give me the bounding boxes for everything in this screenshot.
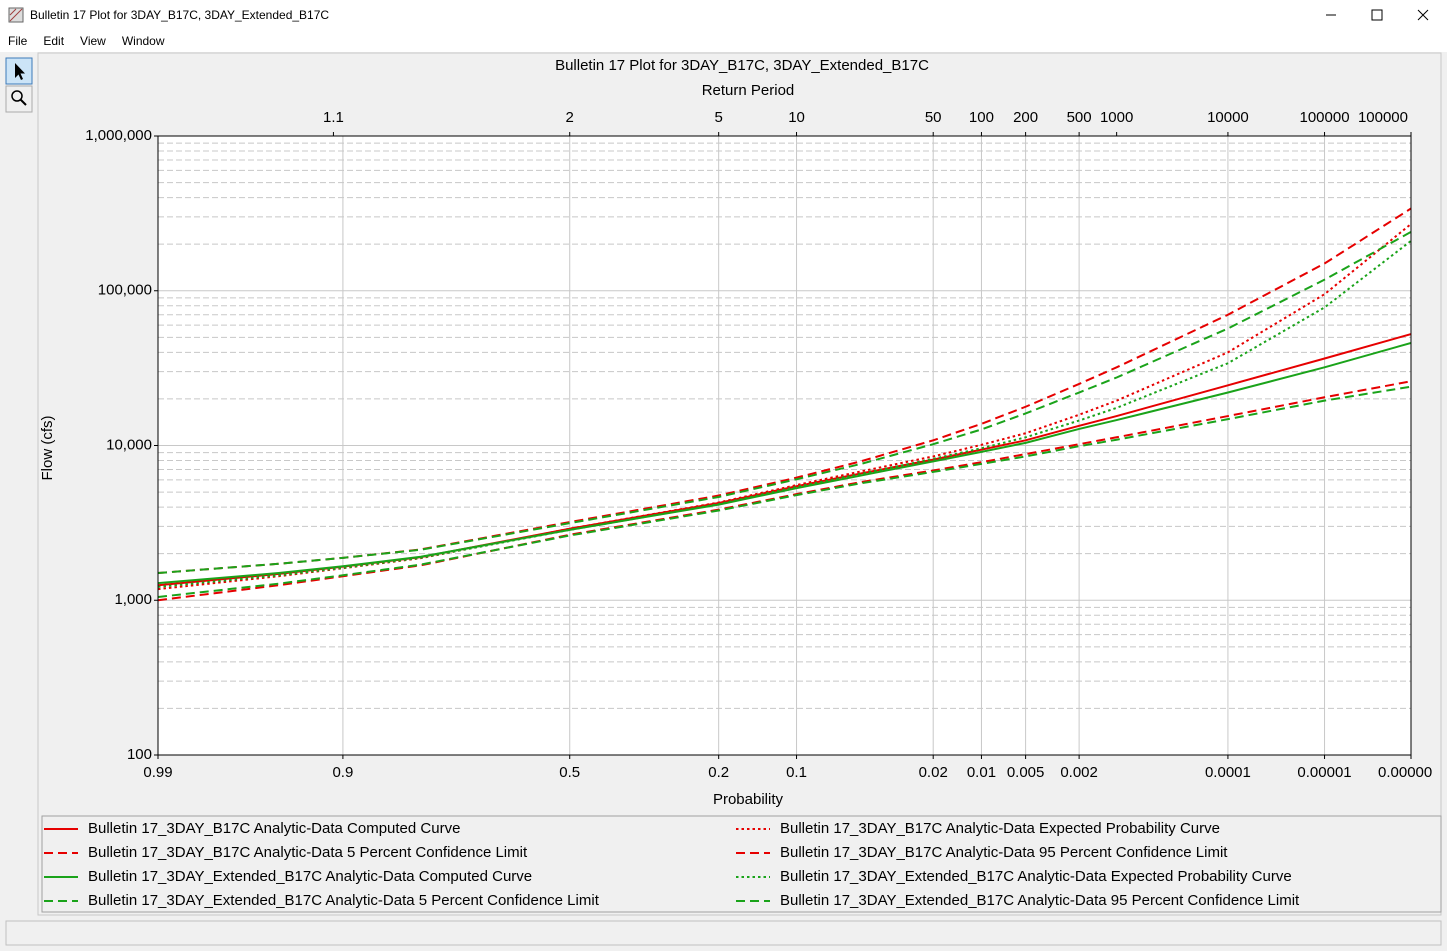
x-tick-label: 0.2 bbox=[708, 764, 729, 781]
y-axis-title: Flow (cfs) bbox=[39, 416, 56, 481]
y-tick-label: 1,000 bbox=[114, 591, 152, 608]
title-bar bbox=[0, 0, 1447, 30]
menu-bar bbox=[0, 30, 1447, 52]
window-title: Bulletin 17 Plot for 3DAY_B17C, 3DAY_Ext… bbox=[30, 8, 329, 22]
x-tick-label: 0.02 bbox=[919, 764, 948, 781]
legend-label: Bulletin 17_3DAY_B17C Analytic-Data 95 P… bbox=[780, 844, 1228, 861]
x2-tick-label: 5 bbox=[715, 109, 723, 126]
plot-frame bbox=[157, 135, 1412, 756]
x-tick-label: 0.0001 bbox=[1205, 764, 1251, 781]
legend bbox=[41, 815, 1442, 913]
x2-tick-label: 1.1 bbox=[323, 109, 344, 126]
legend-label: Bulletin 17_3DAY_Extended_B17C Analytic-… bbox=[780, 892, 1300, 909]
x2-tick-label: 200 bbox=[1013, 109, 1038, 126]
zoom-icon bbox=[11, 90, 23, 102]
legend-label: Bulletin 17_3DAY_Extended_B17C Analytic-… bbox=[88, 892, 600, 909]
x2-tick-label: 100 bbox=[969, 109, 994, 126]
y-tick-label: 100 bbox=[127, 746, 152, 763]
y-tick-label: 100,000 bbox=[98, 282, 152, 299]
app-icon-mark bbox=[9, 8, 23, 22]
maximize-button[interactable] bbox=[1371, 9, 1383, 21]
legend-label: Bulletin 17_3DAY_B17C Analytic-Data Comp… bbox=[88, 820, 460, 837]
x2-axis-title: Return Period bbox=[702, 82, 795, 99]
y-tick-label: 1,000,000 bbox=[85, 127, 152, 144]
pointer-icon bbox=[15, 63, 25, 80]
series-line bbox=[158, 223, 1411, 591]
x-tick-label: 0.005 bbox=[1007, 764, 1045, 781]
x-tick-label: 0.00001 bbox=[1297, 764, 1351, 781]
menu-item[interactable]: View bbox=[80, 34, 106, 48]
x2-tick-label: 10 bbox=[788, 109, 805, 126]
x2-tick-label: 500 bbox=[1067, 109, 1092, 126]
series-line bbox=[158, 240, 1411, 588]
menu-item[interactable]: File bbox=[8, 34, 28, 48]
x-tick-label: 0.002 bbox=[1060, 764, 1098, 781]
x-tick-label: 0.00000 bbox=[1378, 764, 1432, 781]
legend-label: Bulletin 17_3DAY_Extended_B17C Analytic-… bbox=[88, 868, 532, 885]
x-tick-label: 0.5 bbox=[559, 764, 580, 781]
zoom-tool[interactable] bbox=[5, 85, 33, 113]
series-line bbox=[158, 341, 1411, 585]
x2-tick-label: 1000 bbox=[1100, 109, 1133, 126]
status-bar bbox=[5, 920, 1442, 946]
x-tick-label: 0.1 bbox=[786, 764, 807, 781]
x2-tick-label: 2 bbox=[566, 109, 574, 126]
series-line bbox=[158, 385, 1411, 598]
legend-label: Bulletin 17_3DAY_Extended_B17C Analytic-… bbox=[780, 868, 1292, 885]
close-button[interactable] bbox=[1417, 9, 1429, 21]
chart-title: Bulletin 17 Plot for 3DAY_B17C, 3DAY_Ext… bbox=[555, 57, 929, 74]
legend-label: Bulletin 17_3DAY_B17C Analytic-Data Expe… bbox=[780, 820, 1220, 837]
x2-tick-label: 50 bbox=[925, 109, 942, 126]
x-axis-title: Probability bbox=[713, 791, 784, 808]
legend-label: Bulletin 17_3DAY_B17C Analytic-Data 5 Pe… bbox=[88, 844, 528, 861]
x2-tick-label: 10000 bbox=[1207, 109, 1249, 126]
series-line bbox=[158, 231, 1411, 574]
x-tick-label: 0.9 bbox=[332, 764, 353, 781]
x2-tick-label: 100000 bbox=[1300, 109, 1350, 126]
menu-item[interactable]: Window bbox=[122, 34, 165, 48]
y-tick-label: 10,000 bbox=[106, 436, 152, 453]
x-tick-label: 0.99 bbox=[143, 764, 172, 781]
x-tick-label: 0.01 bbox=[967, 764, 996, 781]
zoom-icon-handle bbox=[19, 98, 27, 106]
x2-tick-label: 100000 bbox=[1358, 109, 1408, 126]
menu-item[interactable]: Edit bbox=[43, 34, 64, 48]
